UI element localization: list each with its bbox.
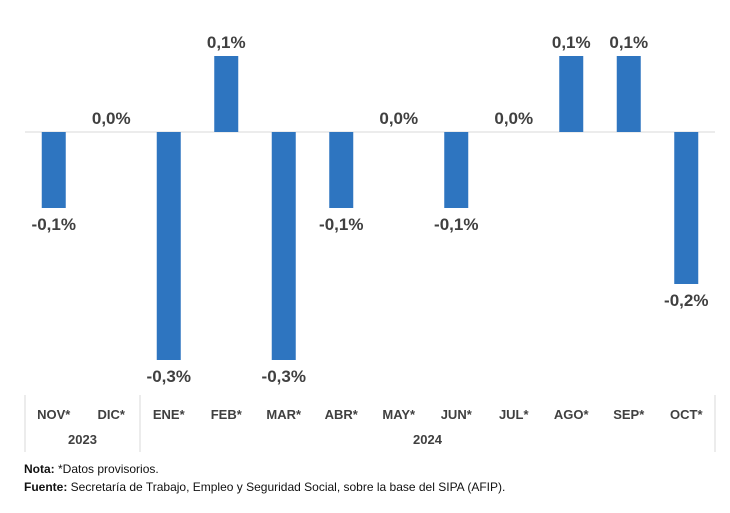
- bar: [329, 132, 354, 208]
- year-group-label: 2023: [68, 432, 97, 447]
- category-tick-label: SEP*: [613, 407, 645, 422]
- note-label: Nota:: [24, 462, 55, 476]
- category-tick-label: ABR*: [325, 407, 359, 422]
- bar: [214, 56, 239, 132]
- bar: [674, 132, 699, 284]
- data-label: -0,3%: [147, 367, 191, 386]
- year-group-label: 2024: [413, 432, 443, 447]
- data-label: -0,3%: [262, 367, 306, 386]
- data-label: 0,1%: [609, 33, 648, 52]
- data-label: 0,0%: [92, 109, 131, 128]
- bar: [444, 132, 469, 208]
- source-label: Fuente:: [24, 480, 68, 494]
- bar: [616, 56, 641, 132]
- note-line: Nota: *Datos provisorios.: [24, 460, 505, 478]
- data-label: -0,2%: [664, 291, 708, 310]
- category-tick-label: FEB*: [211, 407, 243, 422]
- category-tick-label: JUL*: [499, 407, 530, 422]
- category-tick-label: NOV*: [37, 407, 71, 422]
- data-label: -0,1%: [319, 215, 363, 234]
- category-tick-label: JUN*: [441, 407, 473, 422]
- category-tick-label: OCT*: [670, 407, 703, 422]
- bar: [271, 132, 296, 360]
- bar: [41, 132, 66, 208]
- data-label: 0,0%: [379, 109, 418, 128]
- bar: [156, 132, 181, 360]
- source-text: Secretaría de Trabajo, Empleo y Segurida…: [67, 480, 506, 494]
- category-tick-label: MAY*: [382, 407, 416, 422]
- source-line: Fuente: Secretaría de Trabajo, Empleo y …: [24, 478, 505, 496]
- category-tick-label: AGO*: [554, 407, 590, 422]
- bar: [559, 56, 584, 132]
- data-label: 0,0%: [494, 109, 533, 128]
- bar-chart: -0,1% 0,0% -0,3% 0,1% -0,3% -0,1% 0,0% -0,1% 0,0…: [24, 33, 716, 452]
- note-text: *Datos provisorios.: [54, 462, 159, 476]
- chart-notes: Nota: *Datos provisorios. Fuente: Secret…: [24, 460, 505, 496]
- category-tick-label: ENE*: [153, 407, 186, 422]
- data-label: -0,1%: [32, 215, 76, 234]
- data-label: -0,1%: [434, 215, 478, 234]
- category-tick-label: DIC*: [98, 407, 126, 422]
- category-tick-label: MAR*: [266, 407, 302, 422]
- data-label: 0,1%: [207, 33, 246, 52]
- data-label: 0,1%: [552, 33, 591, 52]
